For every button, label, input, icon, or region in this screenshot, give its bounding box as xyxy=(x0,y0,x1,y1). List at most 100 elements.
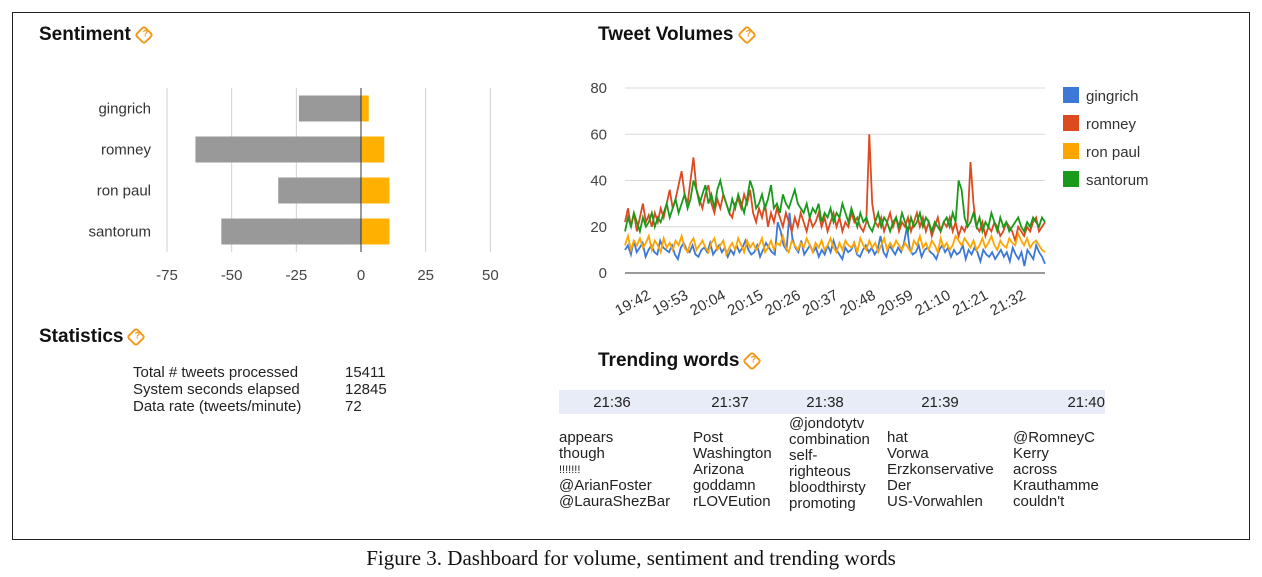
y-tick-label: 60 xyxy=(590,126,607,143)
dashboard-frame xyxy=(12,12,1250,540)
trending-word: Arizona xyxy=(693,461,744,478)
negative-bar[interactable] xyxy=(278,177,361,204)
x-tick-label: 21:10 xyxy=(912,287,953,320)
figure-caption: Figure 3. Dashboard for volume, sentimen… xyxy=(366,546,896,570)
x-tick-label: 20:15 xyxy=(725,287,766,320)
trending-word: @ArianFoster xyxy=(559,477,652,494)
x-tick-label: 25 xyxy=(417,267,434,284)
statistics-title-text: Statistics xyxy=(39,326,124,347)
x-tick-label: 20:04 xyxy=(687,287,728,320)
statistics-row: Data rate (tweets/minute) 72 xyxy=(133,398,387,415)
x-tick-label: 20:59 xyxy=(875,287,916,320)
trending-word: combination xyxy=(789,431,870,448)
trending-column: Post Washington Arizona goddamn rLOVEuti… xyxy=(693,430,789,510)
trending-word: Krauthamme xyxy=(1013,477,1099,494)
trending-word: goddamn xyxy=(693,477,756,494)
trending-word: Washington xyxy=(693,445,772,462)
x-tick-label: 19:42 xyxy=(612,287,653,320)
statistics-row: Total # tweets processed 15411 xyxy=(133,364,387,381)
positive-bar[interactable] xyxy=(361,177,390,204)
statistics-row: System seconds elapsed 12845 xyxy=(133,381,387,398)
trending-word: hat xyxy=(887,430,908,446)
legend-swatch xyxy=(1063,143,1079,159)
help-diamond-icon[interactable] xyxy=(742,351,763,371)
trending-word: bloodthirsty xyxy=(789,479,866,496)
negative-bar[interactable] xyxy=(221,218,361,245)
x-tick-label: -75 xyxy=(156,267,178,284)
legend-label: gingrich xyxy=(1086,88,1139,105)
volume-title-text: Tweet Volumes xyxy=(598,24,734,45)
trending-column: @RomneyC Kerry across Krauthamme couldn'… xyxy=(1013,430,1105,510)
trending-word: Erzkonservative xyxy=(887,461,994,478)
series-line-santorum[interactable] xyxy=(624,177,1046,235)
negative-bar[interactable] xyxy=(298,95,361,122)
series-line-romney[interactable] xyxy=(624,134,1046,245)
category-label: ron paul xyxy=(97,183,151,200)
stat-value: 15411 xyxy=(345,364,386,381)
x-tick-label: 0 xyxy=(357,267,365,284)
category-label: gingrich xyxy=(98,101,151,118)
trending-title-text: Trending words xyxy=(598,350,740,371)
trending-time-header: 21:36 xyxy=(593,393,631,411)
y-tick-label: 40 xyxy=(590,173,607,190)
legend-label: santorum xyxy=(1086,172,1149,189)
trending-word: couldn't xyxy=(1013,493,1065,510)
series-line-gingrich[interactable] xyxy=(624,212,1046,267)
x-tick-label: 50 xyxy=(482,267,499,284)
stat-value: 12845 xyxy=(345,381,387,398)
x-tick-label: 20:37 xyxy=(800,287,841,320)
trending-word: Post xyxy=(693,430,724,446)
negative-bar[interactable] xyxy=(195,136,361,163)
sentiment-chart: -75 -50 -25 0 25 50 gingrich romney ron paul sant… xyxy=(88,88,499,284)
trending-columns: appears though !!!!!!! @ArianFoster @Lau… xyxy=(559,416,1105,512)
stat-label: Data rate (tweets/minute) xyxy=(133,398,302,415)
series-line-ron-paul[interactable] xyxy=(624,230,1046,258)
trending-time-header: 21:38 xyxy=(806,393,844,411)
trending-word: !!!!!!! xyxy=(559,464,581,476)
legend-label: romney xyxy=(1086,116,1137,133)
x-tick-label: -50 xyxy=(221,267,243,284)
legend-swatch xyxy=(1063,115,1079,131)
statistics-table: Total # tweets processed 15411 System se… xyxy=(133,364,387,415)
trending-word: rLOVEution xyxy=(693,493,771,510)
trending-time-header: 21:40 xyxy=(1067,393,1105,411)
legend-swatch xyxy=(1063,171,1079,187)
trending-word: appears xyxy=(559,430,614,446)
trending-word: promoting xyxy=(789,495,856,512)
trending-word: US-Vorwahlen xyxy=(887,493,983,510)
trending-word: Kerry xyxy=(1013,445,1049,462)
trending-column: hat Vorwa Erzkonservative Der US-Vorwahl… xyxy=(887,430,1013,510)
trending-column: @jondotytv combination self- righteous b… xyxy=(789,416,887,512)
trending-word: Der xyxy=(887,477,912,494)
trending-word: @jondotytv xyxy=(789,416,865,432)
stat-label: Total # tweets processed xyxy=(133,364,299,381)
x-tick-label: 20:26 xyxy=(762,287,803,320)
help-diamond-icon[interactable] xyxy=(736,25,757,45)
positive-bar[interactable] xyxy=(361,136,385,163)
positive-bar[interactable] xyxy=(361,218,390,245)
trending-word: Vorwa xyxy=(887,445,929,462)
x-tick-label: 21:32 xyxy=(987,287,1028,320)
trending-time-header: 21:37 xyxy=(711,393,749,411)
trending-word: though xyxy=(559,445,605,462)
x-tick-label: 19:53 xyxy=(650,287,691,320)
trending-header: 21:36 21:37 21:38 21:39 21:40 xyxy=(559,390,1105,414)
x-tick-label: 21:21 xyxy=(950,287,991,320)
trending-title: Trending words xyxy=(598,350,763,372)
positive-bar[interactable] xyxy=(361,95,369,122)
help-diamond-icon[interactable] xyxy=(133,25,154,45)
y-tick-label: 20 xyxy=(590,219,607,236)
sentiment-title: Sentiment xyxy=(39,24,154,46)
x-tick-label: -25 xyxy=(285,267,307,284)
y-tick-label: 0 xyxy=(599,265,607,282)
trending-word: @RomneyC xyxy=(1013,430,1095,446)
trending-column: appears though !!!!!!! @ArianFoster @Lau… xyxy=(559,430,693,510)
stat-label: System seconds elapsed xyxy=(133,381,300,398)
legend-label: ron paul xyxy=(1086,144,1140,161)
volume-title: Tweet Volumes xyxy=(598,24,757,46)
legend-swatch xyxy=(1063,87,1079,103)
help-diamond-icon[interactable] xyxy=(126,327,147,347)
trending-time-header: 21:39 xyxy=(921,393,959,411)
stat-value: 72 xyxy=(345,398,362,415)
trending-word: self- xyxy=(789,447,818,464)
